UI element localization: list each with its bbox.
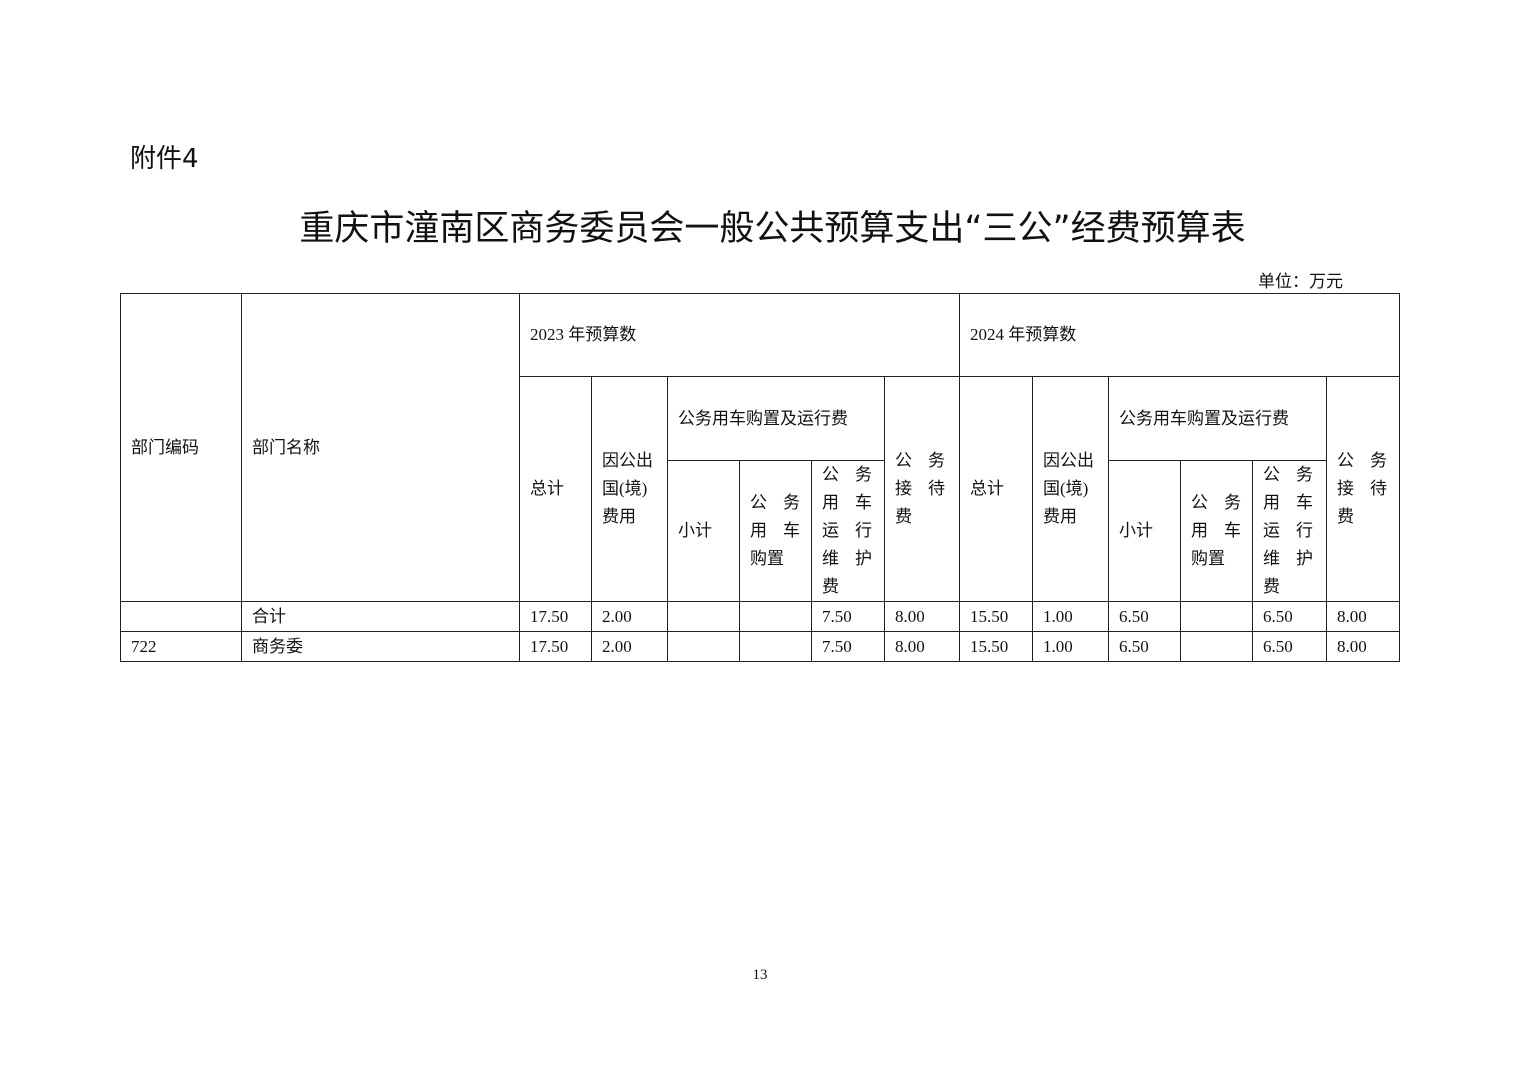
page-number: 13 xyxy=(752,967,768,983)
cell-name: 商务委 xyxy=(241,631,520,662)
header-car-2023: 公务用车购置及运行费 xyxy=(667,376,885,461)
header-2023: 2023 年预算数 xyxy=(519,293,960,377)
cell xyxy=(739,631,812,662)
cell: 15.50 xyxy=(959,631,1033,662)
cell xyxy=(667,601,740,632)
cell: 8.00 xyxy=(884,601,960,632)
header-car-purchase-2024: 公务用车购置 xyxy=(1180,460,1253,602)
cell: 8.00 xyxy=(1326,631,1400,662)
header-2024: 2024 年预算数 xyxy=(959,293,1400,377)
cell: 2.00 xyxy=(591,601,668,632)
header-car-run-2024: 公务用车运行维护费 xyxy=(1252,460,1327,602)
table-row: 合计 17.50 2.00 7.50 8.00 15.50 1.00 6.50 6.50 8.0… xyxy=(120,601,1400,632)
cell: 15.50 xyxy=(959,601,1033,632)
cell: 8.00 xyxy=(884,631,960,662)
cell: 2.00 xyxy=(591,631,668,662)
header-dept-name: 部门名称 xyxy=(241,293,520,602)
header-abroad-2024: 因公出国(境)费用 xyxy=(1032,376,1109,602)
table-row: 722 商务委 17.50 2.00 7.50 8.00 15.50 1.00 6.50 6.… xyxy=(120,631,1400,662)
header-dept-code: 部门编码 xyxy=(120,293,242,602)
cell: 1.00 xyxy=(1032,631,1109,662)
cell xyxy=(739,601,812,632)
header-subtotal-2023: 小计 xyxy=(667,460,740,602)
cell xyxy=(667,631,740,662)
cell: 17.50 xyxy=(519,601,592,632)
header-car-2024: 公务用车购置及运行费 xyxy=(1108,376,1327,461)
cell: 6.50 xyxy=(1108,631,1181,662)
cell: 8.00 xyxy=(1326,601,1400,632)
cell: 7.50 xyxy=(811,601,885,632)
cell: 6.50 xyxy=(1108,601,1181,632)
header-reception-2023: 公务接待费 xyxy=(884,376,960,602)
cell: 6.50 xyxy=(1252,631,1327,662)
attachment-label: 附件4 xyxy=(130,144,199,174)
header-abroad-2023: 因公出国(境)费用 xyxy=(591,376,668,602)
unit-label: 单位：万元 xyxy=(1258,272,1343,291)
header-car-run-2023: 公务用车运行维护费 xyxy=(811,460,885,602)
cell xyxy=(1180,631,1253,662)
cell-code xyxy=(120,601,242,632)
header-total-2024: 总计 xyxy=(959,376,1033,602)
cell: 1.00 xyxy=(1032,601,1109,632)
cell: 7.50 xyxy=(811,631,885,662)
budget-table: 部门编码 部门名称 2023 年预算数 2024 年预算数 总计 因公出国(境)… xyxy=(120,293,1400,662)
page-title: 重庆市潼南区商务委员会一般公共预算支出“三公”经费预算表 xyxy=(299,209,1246,249)
cell-code: 722 xyxy=(120,631,242,662)
cell: 6.50 xyxy=(1252,601,1327,632)
cell-name: 合计 xyxy=(241,601,520,632)
header-total-2023: 总计 xyxy=(519,376,592,602)
header-subtotal-2024: 小计 xyxy=(1108,460,1181,602)
header-car-purchase-2023: 公务用车购置 xyxy=(739,460,812,602)
cell xyxy=(1180,601,1253,632)
cell: 17.50 xyxy=(519,631,592,662)
header-reception-2024: 公务接待费 xyxy=(1326,376,1400,602)
